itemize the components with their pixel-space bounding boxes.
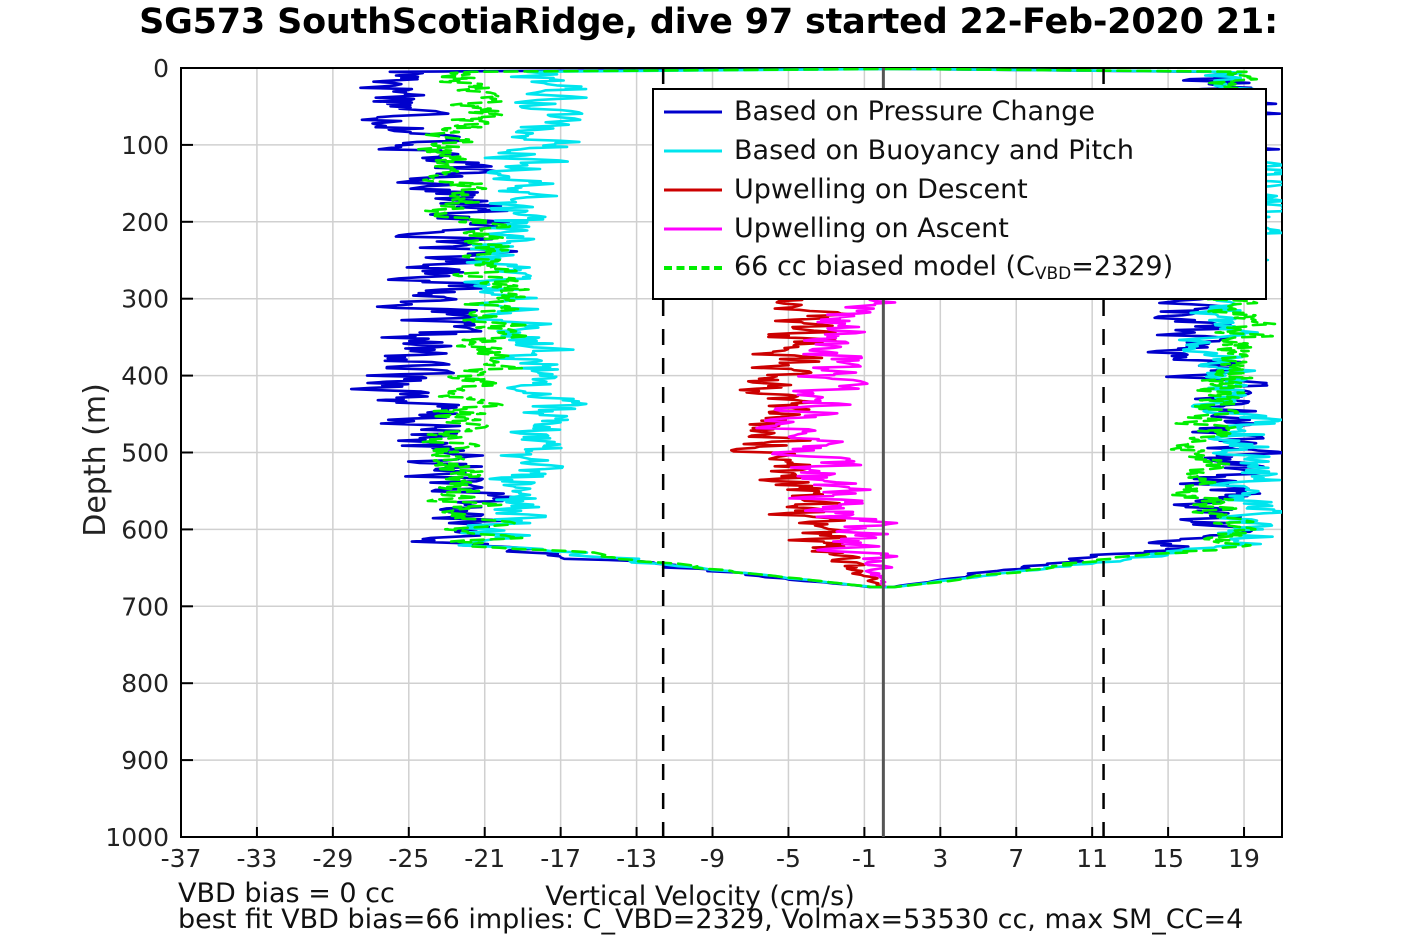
axis-ticks: -37 -33 -29 -25 -21 -17 -13 -9 -5 -1 3 7 11 15 1901002… bbox=[105, 54, 1260, 873]
y-tick-label: 1000 bbox=[105, 823, 169, 852]
x-tick-label: 11 bbox=[1076, 844, 1108, 873]
legend-dashed-line-icon bbox=[664, 259, 722, 277]
legend-item: 66 cc biased model (CVBD=2329) bbox=[654, 248, 1265, 287]
legend-model-tail: =2329) bbox=[1071, 251, 1174, 282]
y-tick-label: 0 bbox=[153, 54, 169, 83]
legend-line-icon bbox=[664, 142, 722, 160]
legend-item-label: Based on Buoyancy and Pitch bbox=[734, 135, 1134, 166]
y-tick-label: 900 bbox=[121, 746, 169, 775]
x-axis-label: Vertical Velocity (cm/s) bbox=[545, 881, 855, 912]
legend-line-icon bbox=[664, 220, 722, 238]
data-trace bbox=[730, 297, 883, 589]
y-tick-label: 600 bbox=[121, 515, 169, 544]
y-tick-label: 400 bbox=[121, 362, 169, 391]
legend-line-icon bbox=[664, 181, 722, 199]
x-tick-label: -33 bbox=[237, 844, 278, 873]
x-tick-label: 3 bbox=[932, 844, 948, 873]
legend-item-label: Based on Pressure Change bbox=[734, 96, 1095, 127]
y-tick-label: 500 bbox=[121, 439, 169, 468]
legend-line-icon bbox=[664, 103, 722, 121]
x-tick-label: -29 bbox=[312, 844, 353, 873]
legend-item-label: Upwelling on Ascent bbox=[734, 213, 1009, 244]
x-tick-label: -37 bbox=[161, 844, 202, 873]
legend-item: Upwelling on Ascent bbox=[654, 209, 1265, 248]
best-fit-annotation: best fit VBD bias=66 implies: C_VBD=2329… bbox=[178, 904, 1243, 935]
y-axis-label: Depth (m) bbox=[78, 383, 113, 537]
x-tick-label: -5 bbox=[776, 844, 801, 873]
y-tick-label: 300 bbox=[121, 285, 169, 314]
x-tick-label: -21 bbox=[464, 844, 505, 873]
x-tick-label: -13 bbox=[616, 844, 657, 873]
legend-item-label: Upwelling on Descent bbox=[734, 174, 1028, 205]
page-title: SG573 SouthScotiaRidge, dive 97 started … bbox=[0, 2, 1417, 42]
x-tick-label: 15 bbox=[1152, 844, 1184, 873]
data-trace bbox=[755, 297, 899, 589]
legend-item-label: 66 cc biased model (CVBD=2329) bbox=[734, 251, 1173, 284]
x-tick-label: 7 bbox=[1008, 844, 1024, 873]
legend: Based on Pressure Change Based on Buoyan… bbox=[652, 88, 1267, 300]
legend-model-subscript: VBD bbox=[1034, 264, 1072, 284]
legend-item: Based on Buoyancy and Pitch bbox=[654, 131, 1265, 170]
y-tick-label: 100 bbox=[121, 131, 169, 160]
x-tick-label: -9 bbox=[700, 844, 725, 873]
x-tick-label: -17 bbox=[540, 844, 581, 873]
x-tick-label: -25 bbox=[388, 844, 429, 873]
y-tick-label: 800 bbox=[121, 669, 169, 698]
legend-item: Upwelling on Descent bbox=[654, 170, 1265, 209]
vbd-bias-annotation: VBD bias = 0 cc bbox=[178, 878, 395, 909]
legend-model-label: 66 cc biased model (C bbox=[734, 251, 1035, 282]
legend-item: Based on Pressure Change bbox=[654, 92, 1265, 131]
y-tick-label: 200 bbox=[121, 208, 169, 237]
x-tick-label: 19 bbox=[1228, 844, 1260, 873]
plot-title-text: SG573 SouthScotiaRidge, dive 97 started … bbox=[139, 2, 1278, 42]
x-tick-label: -1 bbox=[852, 844, 877, 873]
y-tick-label: 700 bbox=[121, 592, 169, 621]
